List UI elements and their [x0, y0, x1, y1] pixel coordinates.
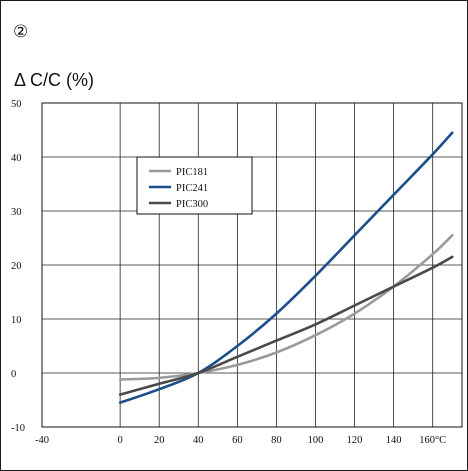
x-tick-label: 100 — [308, 435, 324, 446]
tick-labels: -40 0 20 40 60 80 100 120 140 160°C -10 0 10 20 30 40 50 — [11, 99, 446, 446]
x-tick-label: 160°C — [419, 435, 446, 446]
plot-area — [41, 102, 463, 428]
y-tick-label: 10 — [11, 315, 22, 326]
x-tick-label: 120 — [347, 435, 363, 446]
grid — [42, 103, 462, 427]
series-line-pic241 — [118, 131, 454, 404]
x-tick-label: 0 — [118, 435, 123, 446]
series-line-pic300 — [118, 255, 454, 396]
y-tick-label: 50 — [11, 99, 22, 110]
y-tick-label: 0 — [11, 369, 16, 380]
x-tick-label: -40 — [35, 435, 49, 446]
legend-label-pic181: PIC181 — [176, 167, 208, 178]
y-axis-title: Δ C/C (%) — [14, 70, 94, 90]
y-tick-label: -10 — [11, 423, 25, 434]
y-tick-label: 40 — [11, 153, 22, 164]
x-tick-label: 140 — [386, 435, 402, 446]
legend: PIC181 PIC241 PIC300 — [136, 156, 253, 215]
legend-label-pic241: PIC241 — [176, 183, 208, 194]
series-layer — [118, 131, 454, 404]
x-tick-label: 40 — [193, 435, 204, 446]
x-tick-label: 20 — [154, 435, 165, 446]
x-tick-label: 80 — [271, 435, 282, 446]
y-tick-label: 20 — [11, 261, 22, 272]
panel-label: ② — [13, 22, 28, 42]
y-tick-label: 30 — [11, 207, 22, 218]
x-tick-label: 60 — [232, 435, 243, 446]
legend-box — [136, 156, 253, 215]
legend-label-pic300: PIC300 — [176, 199, 208, 210]
series-line-pic181 — [118, 234, 454, 381]
